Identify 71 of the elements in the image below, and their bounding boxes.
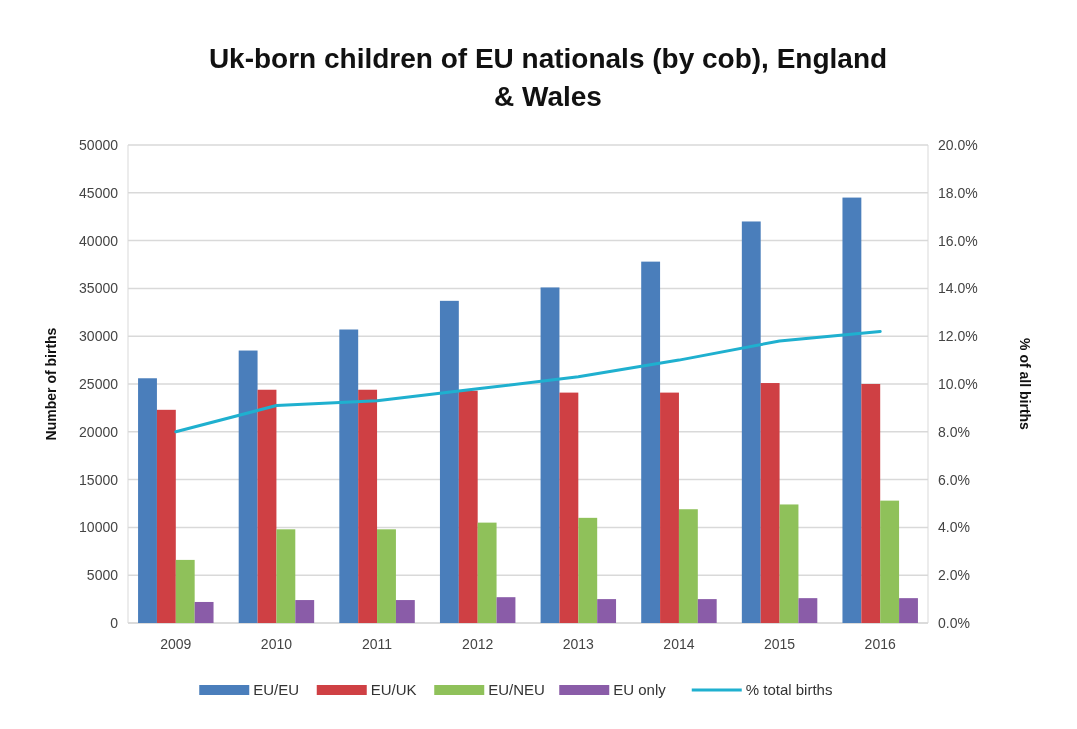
- line-series: [174, 329, 882, 434]
- bar: [295, 600, 315, 623]
- bar: [861, 384, 881, 623]
- bar: [276, 529, 296, 623]
- bar: [697, 599, 717, 623]
- y-tick-label: 0: [110, 615, 119, 631]
- bar: [138, 378, 157, 623]
- legend-label: EU/UK: [370, 681, 417, 698]
- bar: [578, 517, 598, 623]
- y-tick-label: 20000: [79, 423, 119, 440]
- bar: [741, 221, 761, 623]
- bar: [496, 597, 516, 623]
- bar: [377, 529, 396, 623]
- y2-tick-label: 2.0%: [938, 567, 970, 584]
- bar: [339, 329, 359, 623]
- x-tick-label: 2011: [362, 636, 393, 652]
- y-tick-label: 35000: [79, 280, 119, 297]
- y2-tick-label: 12.0%: [938, 328, 978, 345]
- bar: [477, 522, 497, 623]
- y-tick-label: 25000: [79, 376, 119, 392]
- x-tick-label: 2015: [763, 636, 796, 652]
- y2-tick-label: 0.0%: [938, 615, 970, 631]
- y-tick-label: 5000: [86, 567, 119, 584]
- bar: [458, 390, 478, 623]
- y2-tick-label: 14.0%: [938, 280, 978, 297]
- y-tick-label: 40000: [79, 232, 119, 249]
- y-tick-label: 10000: [79, 519, 119, 536]
- y2-axis-title: % of all births: [1017, 338, 1033, 431]
- bar: [660, 392, 679, 623]
- y2-tick-label: 6.0%: [938, 471, 970, 488]
- y2-tick-label: 16.0%: [938, 232, 978, 249]
- bar: [842, 197, 862, 623]
- chart-title: Uk-born children of EU nationals (by cob), England & Wales: [208, 43, 888, 112]
- bar: [439, 300, 459, 623]
- y2-tick-label: 20.0%: [938, 137, 978, 153]
- bar: [597, 599, 617, 623]
- x-tick-label: 2012: [462, 636, 494, 652]
- legend-label: EU/NEU: [488, 681, 545, 698]
- y2-tick-label: 10.0%: [938, 376, 978, 392]
- y-axis-title: Number of births: [43, 327, 59, 441]
- bar: [395, 600, 415, 623]
- bar: [899, 598, 918, 623]
- bar: [358, 389, 378, 623]
- y-tick-label: 45000: [79, 184, 119, 201]
- legend-label: EU only: [613, 681, 667, 698]
- bar: [779, 504, 799, 623]
- y2-tick-label: 8.0%: [938, 423, 970, 440]
- x-tick-label: 2016: [864, 636, 896, 652]
- x-tick-label: 2010: [260, 636, 293, 652]
- bar: [257, 389, 277, 623]
- legend-label: EU/EU: [253, 681, 300, 698]
- y2-tick-label: 18.0%: [938, 184, 978, 201]
- bar: [175, 559, 195, 623]
- y-tick-label: 50000: [79, 137, 119, 153]
- y-tick-label: 30000: [79, 328, 119, 345]
- y-tick-label: 15000: [79, 471, 119, 488]
- bar: [798, 598, 818, 623]
- y2-tick-label: 4.0%: [938, 519, 970, 536]
- bar: [760, 383, 780, 623]
- bar: [678, 509, 698, 623]
- legend-label: % total births: [745, 681, 833, 698]
- bar: [880, 500, 900, 623]
- bar: [559, 392, 579, 623]
- bar: [540, 287, 560, 623]
- x-tick-label: 2009: [160, 636, 192, 652]
- bar: [641, 261, 661, 623]
- x-tick-label: 2013: [562, 636, 595, 652]
- bar: [238, 350, 258, 623]
- bar: [156, 409, 176, 623]
- x-tick-label: 2014: [663, 636, 695, 652]
- bar: [194, 601, 214, 623]
